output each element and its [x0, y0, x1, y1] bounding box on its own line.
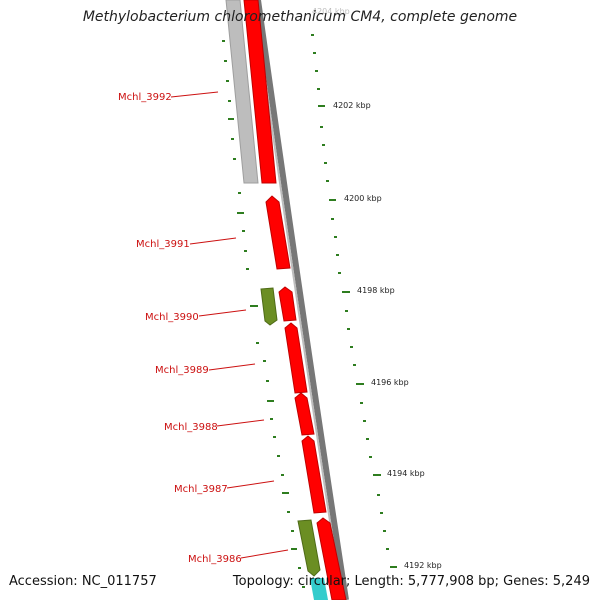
- scale-label-4200: 4200 kbp: [344, 194, 382, 203]
- gene-label-mchl-3987[interactable]: Mchl_3987: [174, 484, 228, 495]
- gene-arrow-mchl-3988[interactable]: [294, 392, 315, 436]
- gene-arrow-mchl-3986[interactable]: [316, 517, 347, 600]
- gene-arrow-reverse-a[interactable]: [260, 287, 278, 326]
- reverse-cds-track: [260, 287, 321, 577]
- scale-label-4204: 4204 kbp: [312, 7, 350, 16]
- gene-label-mchl-3986[interactable]: Mchl_3986: [188, 554, 242, 565]
- scale-labels: 4204 kbp 4202 kbp 4200 kbp 4198 kbp 4196…: [312, 7, 442, 570]
- genome-summary: Topology: circular; Length: 5,777,908 bp…: [232, 574, 590, 589]
- scale-label-4202: 4202 kbp: [333, 101, 371, 110]
- gene-labels: Mchl_3992 Mchl_3991 Mchl_3990 Mchl_3989 …: [118, 92, 242, 565]
- other-feature-arrow: [310, 578, 328, 600]
- gene-label-mchl-3991[interactable]: Mchl_3991: [136, 239, 190, 250]
- gene-arrow-mchl-3990[interactable]: [278, 286, 297, 322]
- scale-ticks: [311, 34, 397, 568]
- accession-label: Accession: NC_011757: [9, 574, 157, 589]
- inner-ticks: [222, 40, 305, 588]
- forward-cds-track: [243, 0, 347, 600]
- map-title: Methylobacterium chloromethanicum CM4, c…: [82, 9, 518, 25]
- scale-label-4196: 4196 kbp: [371, 378, 409, 387]
- gene-arrow-mchl-3989[interactable]: [284, 322, 308, 394]
- scale-label-4194: 4194 kbp: [387, 469, 425, 478]
- gene-label-mchl-3989[interactable]: Mchl_3989: [155, 365, 209, 376]
- gene-arrow-reverse-b[interactable]: [297, 519, 321, 577]
- gene-arrow-mchl-3991[interactable]: [265, 195, 291, 270]
- scale-label-4198: 4198 kbp: [357, 286, 395, 295]
- scale-label-4192: 4192 kbp: [404, 561, 442, 570]
- other-gene-arrow: [225, 0, 259, 184]
- gene-label-mchl-3988[interactable]: Mchl_3988: [164, 422, 218, 433]
- gene-arrow-mchl-3992[interactable]: [243, 0, 277, 184]
- gene-label-lines: [170, 91, 289, 559]
- gene-arrow-mchl-3987[interactable]: [301, 435, 327, 514]
- gene-label-mchl-3992[interactable]: Mchl_3992: [118, 92, 172, 103]
- genome-backbone: [255, 0, 349, 600]
- gene-label-mchl-3990[interactable]: Mchl_3990: [145, 312, 199, 323]
